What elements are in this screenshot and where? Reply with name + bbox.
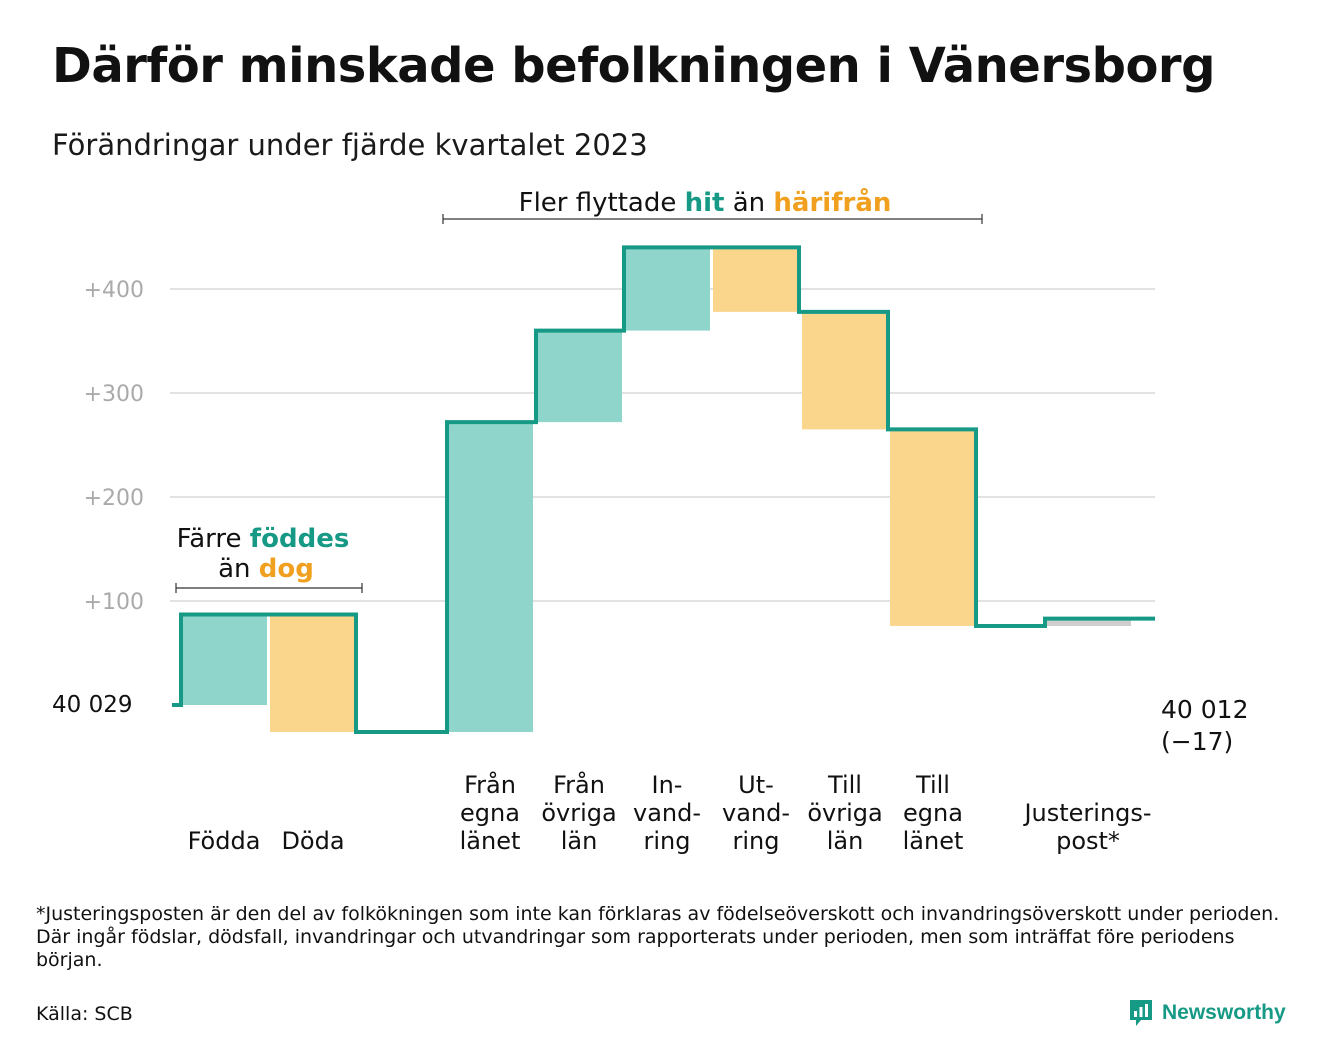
value-labels: 40 029 40 012 (−17) <box>52 692 1248 756</box>
chart-title: Därför minskade befolkningen i Vänersbor… <box>52 38 1215 94</box>
cumulative-step-line <box>172 245 1155 735</box>
newsworthy-logo-icon <box>1130 1000 1152 1026</box>
annotations: Färre föddes än dog Fler flyttade hit än… <box>175 186 983 593</box>
category-label: Till <box>827 771 862 799</box>
category-labels: Födda DödaFrånegnalänetFrånövrigalänIn-va… <box>188 770 1152 855</box>
chart-subtitle: Förändringar under fjärde kvartalet 2023 <box>52 128 648 162</box>
category-label: In- <box>652 771 683 799</box>
footnote: *Justeringsposten är den del av folkökni… <box>36 903 1280 971</box>
births-annotation-line2: än dog <box>218 554 314 584</box>
category-label: ring <box>644 827 691 855</box>
source-note: Källa: SCB <box>36 1003 133 1025</box>
category-label: län <box>827 827 864 855</box>
category-label: Justerings- <box>1022 799 1151 827</box>
logo-text: Newsworthy <box>1162 1001 1286 1024</box>
bar-0 <box>181 614 267 705</box>
start-value-label: 40 029 <box>52 692 132 718</box>
bar-1 <box>270 614 356 733</box>
bars <box>181 247 1131 733</box>
migration-annotation-bracket <box>442 214 983 224</box>
y-tick-label: +400 <box>84 278 144 303</box>
newsworthy-logo: Newsworthy <box>1128 998 1286 1028</box>
bar-4 <box>624 247 710 331</box>
category-label: post* <box>1056 827 1120 855</box>
step-line <box>172 245 1155 735</box>
bar-8 <box>1045 618 1131 626</box>
category-label: länet <box>903 827 964 855</box>
category-label: Ut- <box>738 771 774 799</box>
category-label: län <box>561 827 598 855</box>
y-tick-label: +300 <box>84 382 144 407</box>
category-label: Till <box>915 771 950 799</box>
births-annotation-line1: Färre föddes <box>177 524 350 554</box>
y-tick-label: +200 <box>84 486 144 511</box>
bar-2 <box>447 422 533 733</box>
bar-5 <box>713 247 799 312</box>
category-label: vand- <box>633 799 701 827</box>
category-label: Födda <box>188 827 261 855</box>
end-value-label: 40 012 <box>1161 695 1248 724</box>
category-label: Från <box>464 770 516 799</box>
category-label: övriga <box>807 799 882 827</box>
category-label: övriga <box>541 799 616 827</box>
bar-3 <box>536 330 622 423</box>
category-label: egna <box>903 799 963 827</box>
migration-annotation: Fler flyttade hit än härifrån <box>519 186 892 218</box>
gridlines <box>170 288 1155 602</box>
end-change-label: (−17) <box>1161 727 1233 756</box>
category-label: länet <box>460 827 521 855</box>
bar-6 <box>802 311 888 430</box>
category-label: Från <box>553 770 605 799</box>
births-annotation-bracket <box>175 583 363 593</box>
y-tick-label: +100 <box>84 590 144 615</box>
waterfall-chart: +100+200+300+400 Födda DödaFrånegnalänetF… <box>52 186 1248 855</box>
category-label: vand- <box>722 799 790 827</box>
y-tick-labels: +100 +200 +300 +400 <box>84 278 144 615</box>
bar-7 <box>890 429 976 626</box>
category-label: egna <box>460 799 520 827</box>
category-label: ring <box>733 827 780 855</box>
category-label: Döda <box>281 827 344 855</box>
